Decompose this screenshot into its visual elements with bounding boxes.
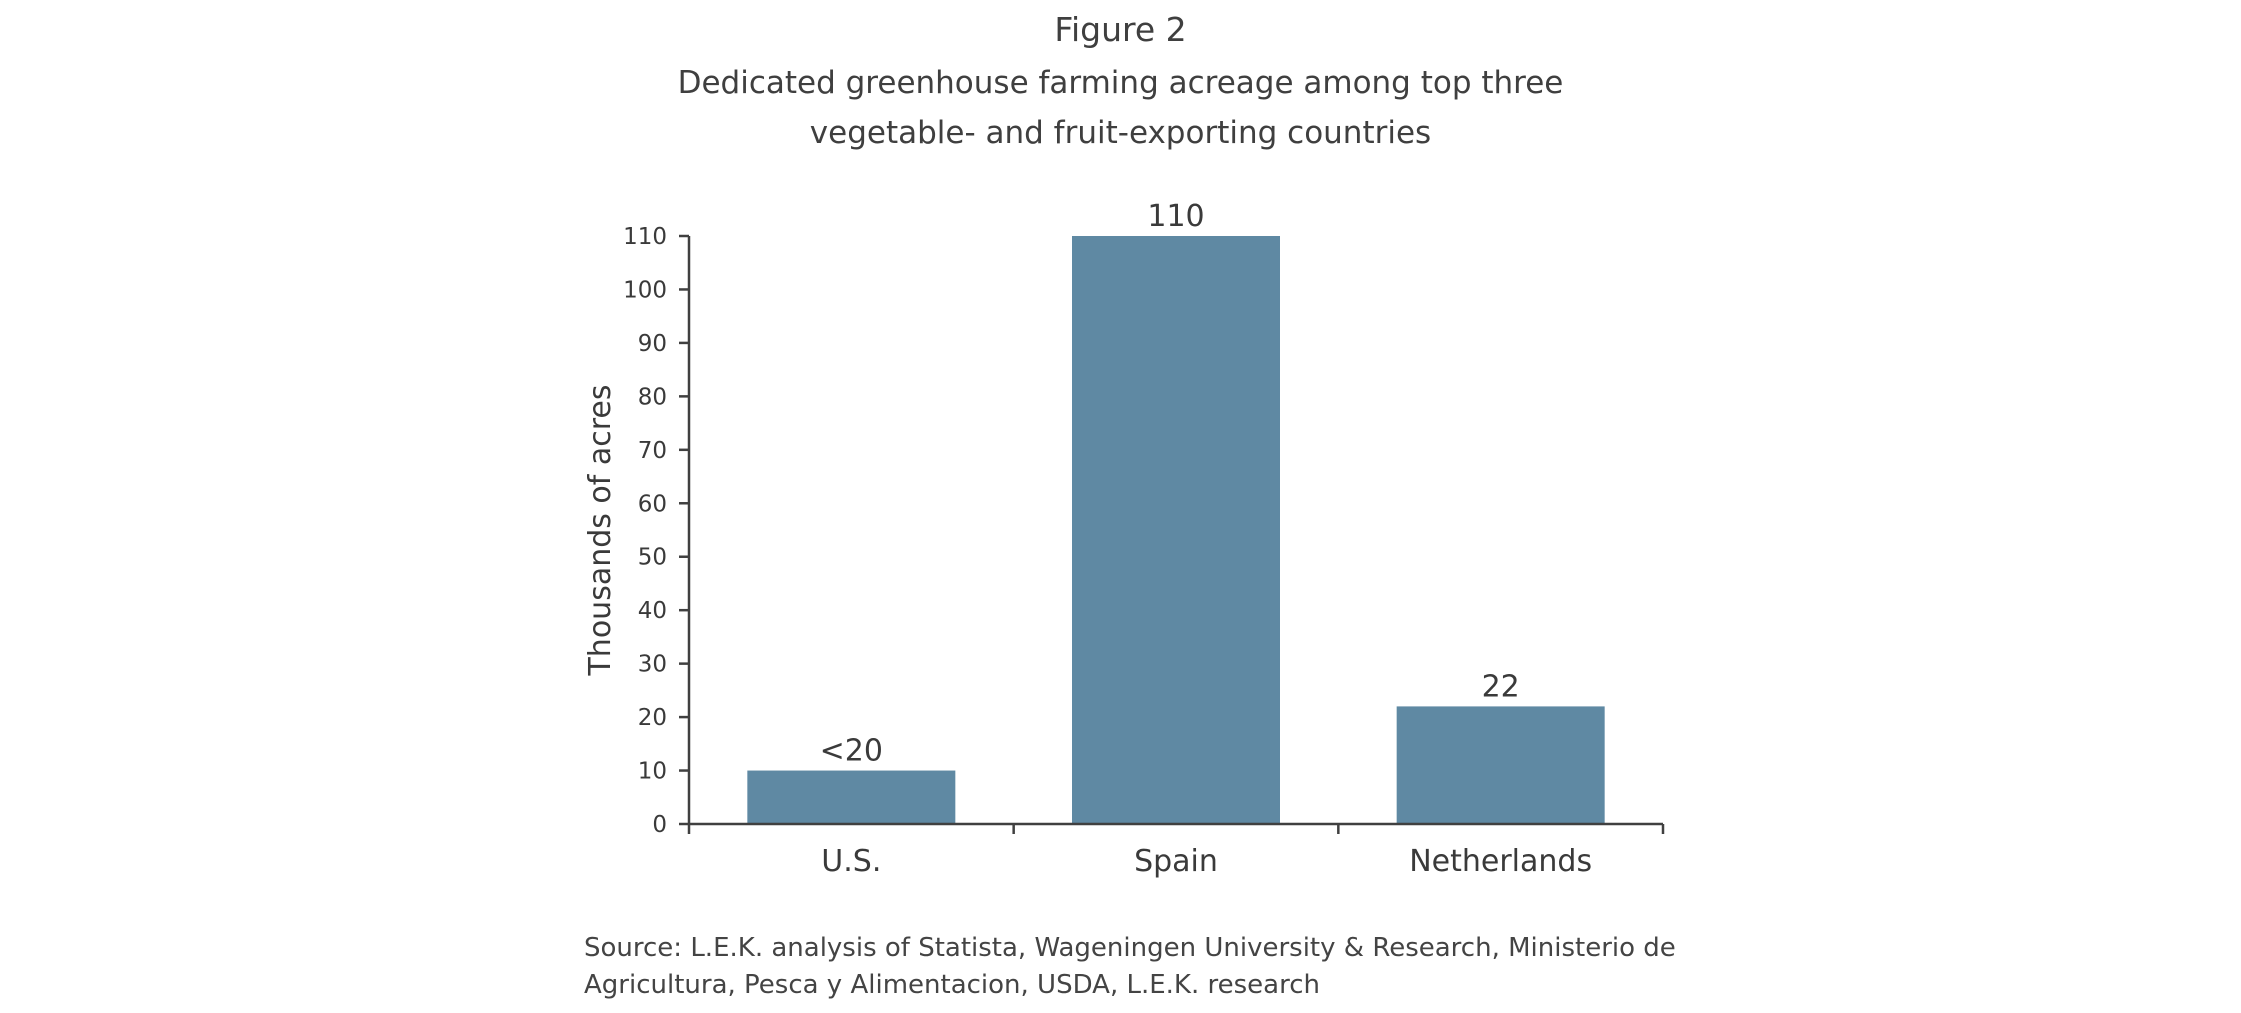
bars — [747, 236, 1605, 824]
data-label: 110 — [1147, 199, 1204, 234]
figure-label: Figure 2 — [1054, 10, 1187, 49]
source-note: Source: L.E.K. analysis of Statista, Wag… — [584, 930, 1784, 1004]
y-tick-label: 90 — [638, 331, 667, 357]
y-tick-label: 70 — [638, 438, 667, 464]
y-axis-ticks: 0 10 20 30 40 50 60 70 80 90 100 110 — [623, 224, 689, 838]
chart-title-line-2: vegetable- and fruit-exporting countries — [809, 115, 1432, 151]
data-label: <20 — [820, 734, 883, 769]
y-tick-label: 0 — [652, 812, 667, 838]
data-label: 22 — [1482, 669, 1520, 704]
y-tick-label: 20 — [638, 705, 667, 731]
y-tick-label: 110 — [623, 224, 667, 250]
y-tick-label: 80 — [638, 384, 667, 410]
y-tick-label: 60 — [638, 491, 667, 517]
bar-u-s — [747, 770, 956, 824]
bar-netherlands — [1396, 706, 1605, 824]
x-axis-ticks: U.S. Spain Netherlands — [821, 824, 1665, 879]
y-tick-label: 100 — [623, 277, 667, 303]
source-note-line-1: Source: L.E.K. analysis of Statista, Wag… — [584, 933, 1676, 963]
source-note-line-2: Agricultura, Pesca y Alimentacion, USDA,… — [584, 970, 1320, 1000]
data-labels: <20 110 22 — [820, 199, 1520, 769]
x-tick-label: Spain — [1134, 844, 1218, 879]
bar-spain — [1072, 236, 1280, 824]
chart-title: Dedicated greenhouse farming acreage amo… — [0, 58, 2241, 158]
chart-title-line-1: Dedicated greenhouse farming acreage amo… — [677, 65, 1564, 101]
x-tick-label: U.S. — [821, 844, 881, 879]
x-tick-label: Netherlands — [1409, 844, 1592, 879]
y-tick-label: 10 — [638, 759, 667, 785]
y-tick-label: 40 — [638, 598, 667, 624]
y-tick-label: 50 — [638, 545, 667, 571]
y-axis-title: Thousands of acres — [583, 384, 618, 676]
axes — [687, 236, 1663, 834]
y-tick-label: 30 — [638, 652, 667, 678]
